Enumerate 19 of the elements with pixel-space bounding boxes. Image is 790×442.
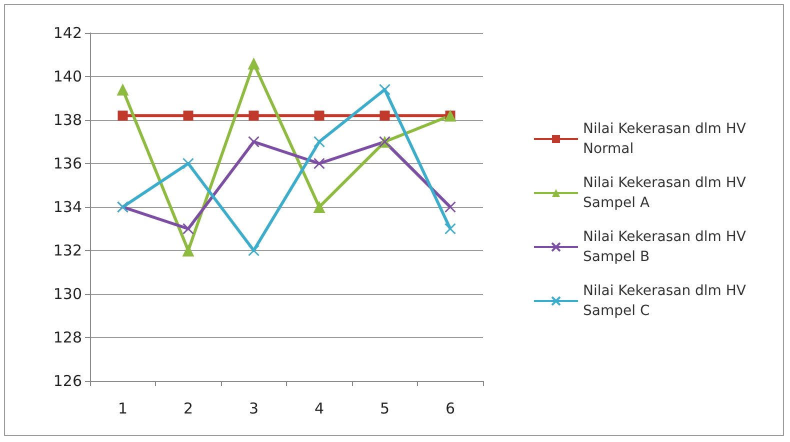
x-tick-label: 3 <box>248 400 259 418</box>
y-tick-label: 138 <box>53 111 82 129</box>
x-tick-label: 2 <box>183 400 194 418</box>
legend-label: Nilai Kekerasan dlm HV Sampel A <box>583 175 750 211</box>
y-tick-label: 142 <box>53 24 82 42</box>
legend-label: Nilai Kekerasan dlm HV Sampel B <box>583 229 750 265</box>
y-tick-label: 140 <box>53 68 82 86</box>
x-tick-label: 4 <box>314 400 324 418</box>
y-tick-label: 134 <box>53 198 82 216</box>
legend-label: Nilai Kekerasan dlm HV Normal <box>583 121 750 157</box>
x-tick-label: 1 <box>118 400 128 418</box>
y-tick-label: 130 <box>53 285 82 303</box>
x-tick-label: 5 <box>380 400 390 418</box>
y-tick-label: 136 <box>53 154 82 172</box>
legend-label: Nilai Kekerasan dlm HV Sampel C <box>583 283 750 319</box>
y-tick-label: 128 <box>53 328 82 346</box>
y-tick-label: 126 <box>53 372 82 390</box>
y-tick-label: 132 <box>53 242 82 260</box>
x-tick-label: 6 <box>445 400 456 418</box>
